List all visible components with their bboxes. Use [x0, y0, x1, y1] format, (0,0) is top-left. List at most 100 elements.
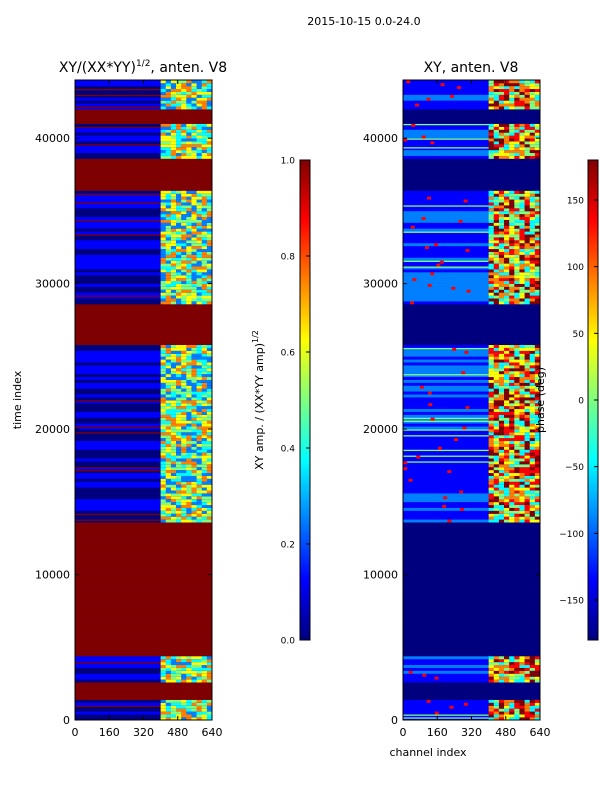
heatmap-cell: [493, 257, 500, 261]
heatmap-cell: [519, 423, 525, 427]
heatmap-row: [75, 100, 212, 104]
heatmap-cell: [170, 152, 177, 156]
heatmap-cell: [519, 126, 525, 130]
heatmap-cell: [529, 368, 536, 372]
heatmap-cell: [509, 295, 515, 299]
heatmap-row: [403, 85, 540, 90]
heatmap-cell: [488, 394, 495, 398]
heatmap-cell: [534, 397, 541, 401]
heatmap-cell: [504, 423, 510, 427]
heatmap-cell: [493, 487, 500, 491]
heatmap-row: [75, 475, 212, 479]
heatmap-cell: [176, 475, 182, 479]
heatmap-cell: [201, 472, 208, 476]
heatmap-cell: [201, 679, 208, 683]
heatmap-block-row: [75, 184, 212, 188]
heatmap-block-row: [403, 528, 540, 532]
heatmap-cell: [504, 274, 510, 279]
heatmap-cell: [524, 437, 531, 442]
heatmap-cell: [509, 292, 515, 296]
heatmap-cell: [181, 222, 187, 226]
heatmap-cell: [519, 432, 525, 436]
heatmap-cell: [504, 196, 510, 200]
heatmap-cell: [534, 237, 541, 241]
heatmap-cell: [186, 80, 192, 84]
heatmap-speckle: [447, 519, 452, 523]
heatmap-cell: [165, 376, 172, 380]
heatmap-cell: [504, 231, 510, 235]
heatmap-speckle: [430, 272, 435, 276]
heatmap-cell: [529, 379, 536, 383]
heatmap-cell: [519, 295, 525, 299]
heatmap-cell: [170, 519, 177, 523]
heatmap-cell: [176, 82, 182, 87]
heatmap-block-row: [75, 638, 212, 642]
heatmap-cell: [524, 446, 531, 450]
heatmap-cell: [534, 295, 541, 299]
heatmap-cell: [493, 490, 500, 494]
heatmap-cell: [206, 507, 213, 511]
heatmap-cell: [165, 388, 172, 392]
heatmap-cell: [493, 126, 500, 130]
heatmap-cell: [514, 516, 520, 520]
heatmap-cell: [201, 498, 208, 503]
heatmap-cell: [509, 699, 515, 703]
heatmap-cell: [529, 388, 536, 392]
heatmap-cell: [160, 94, 167, 98]
heatmap-cell: [201, 269, 208, 273]
heatmap-cell: [534, 225, 541, 229]
heatmap-cell: [514, 138, 520, 142]
heatmap-cell: [186, 667, 192, 671]
heatmap-cell: [529, 272, 536, 276]
heatmap-cell: [493, 80, 500, 84]
heatmap-cell: [498, 370, 505, 375]
heatmap-cell: [196, 446, 203, 450]
heatmap-cell: [504, 714, 510, 718]
heatmap-cell: [529, 507, 536, 511]
heatmap-cell: [206, 344, 213, 348]
heatmap-cell: [519, 353, 525, 357]
heatmap-cell: [160, 519, 167, 523]
heatmap-cell: [488, 129, 495, 133]
heatmap-speckle: [442, 504, 447, 508]
heatmap-cell: [493, 365, 500, 369]
heatmap-cell: [524, 711, 531, 715]
heatmap-row: [75, 260, 212, 264]
heatmap-block-row: [403, 158, 540, 162]
heatmap-block-row: [403, 114, 540, 119]
heatmap-block-row: [75, 571, 212, 575]
heatmap-cell: [534, 254, 541, 258]
heatmap-cell: [488, 283, 495, 287]
heatmap-block-row: [75, 644, 212, 648]
heatmap-cell: [524, 152, 531, 156]
heatmap-speckle: [412, 277, 417, 282]
heatmap-cell: [165, 106, 172, 110]
heatmap-cell: [165, 705, 172, 709]
heatmap-cell: [488, 414, 495, 418]
heatmap-cell: [519, 475, 525, 479]
heatmap-block-row: [403, 554, 540, 558]
heatmap-cell: [181, 513, 187, 517]
heatmap-cell: [160, 472, 167, 476]
heatmap-cell: [509, 432, 515, 436]
heatmap-cell: [498, 417, 505, 421]
heatmap-cell: [186, 411, 192, 415]
heatmap-cell: [165, 129, 172, 133]
heatmap-cell: [534, 353, 541, 357]
heatmap-cell: [504, 481, 510, 485]
heatmap-block-row: [75, 536, 212, 540]
heatmap-cell: [524, 202, 531, 206]
heatmap-cell: [524, 405, 531, 410]
heatmap-row: [403, 225, 540, 229]
heatmap-cell: [201, 385, 208, 389]
heatmap-cell: [529, 141, 536, 145]
heatmap-cell: [493, 394, 500, 398]
heatmap-cell: [509, 286, 515, 290]
heatmap-cell: [186, 455, 192, 459]
heatmap-cell: [498, 365, 505, 369]
heatmap-cell: [160, 708, 167, 712]
heatmap-row: [403, 216, 540, 220]
heatmap-cell: [534, 141, 541, 145]
heatmap-block-row: [403, 330, 540, 334]
heatmap-cell: [206, 295, 213, 299]
